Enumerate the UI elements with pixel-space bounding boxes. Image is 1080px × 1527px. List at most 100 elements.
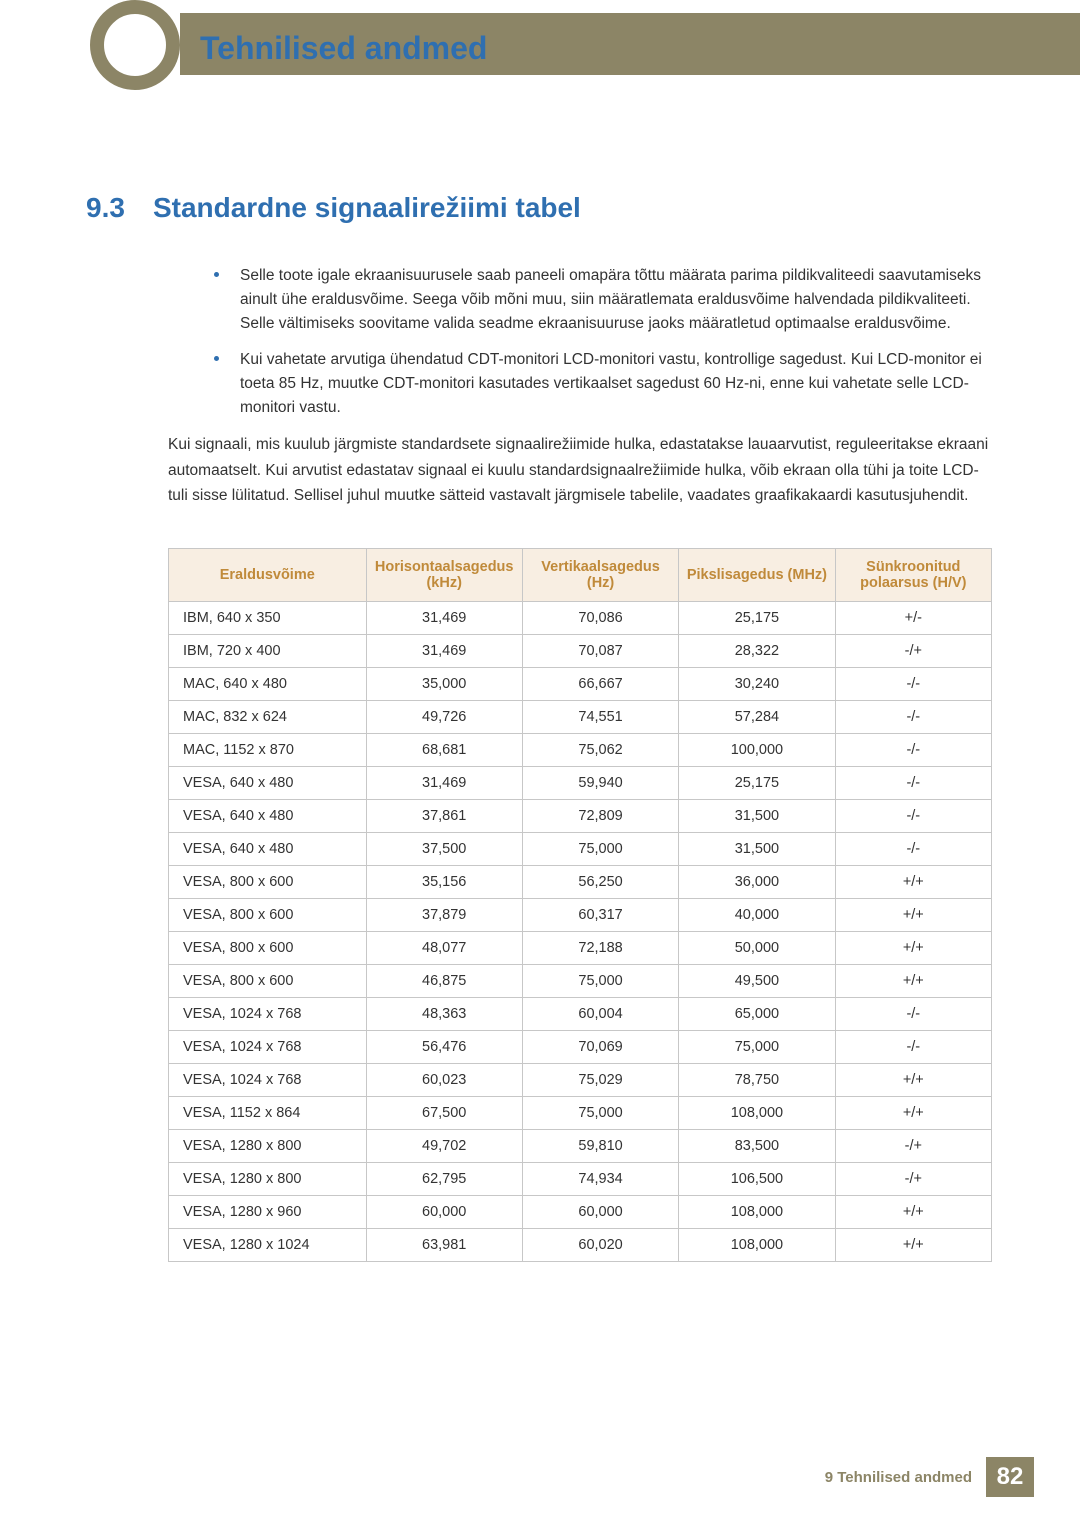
col-header: Pikslisagedus (MHz)	[679, 549, 835, 602]
table-cell: -/+	[835, 635, 991, 668]
table-cell: -/-	[835, 1031, 991, 1064]
table-cell: IBM, 640 x 350	[169, 602, 367, 635]
col-header: Sünkroonitud polaarsus (H/V)	[835, 549, 991, 602]
table-row: VESA, 1280 x 96060,00060,000108,000+/+	[169, 1196, 992, 1229]
intro-paragraph: Kui signaali, mis kuulub järgmiste stand…	[168, 432, 994, 509]
table-cell: 67,500	[366, 1097, 522, 1130]
table-cell: 75,062	[522, 734, 678, 767]
table-cell: MAC, 640 x 480	[169, 668, 367, 701]
table-cell: 70,087	[522, 635, 678, 668]
table-cell: 49,702	[366, 1130, 522, 1163]
table-cell: 75,000	[522, 1097, 678, 1130]
table-row: MAC, 832 x 62449,72674,55157,284-/-	[169, 701, 992, 734]
table-cell: 59,810	[522, 1130, 678, 1163]
table-row: VESA, 640 x 48037,50075,00031,500-/-	[169, 833, 992, 866]
bullet-item: Selle toote igale ekraanisuurusele saab …	[214, 264, 994, 336]
table-cell: -/-	[835, 800, 991, 833]
table-row: MAC, 1152 x 87068,68175,062100,000-/-	[169, 734, 992, 767]
table-row: VESA, 800 x 60035,15656,25036,000+/+	[169, 866, 992, 899]
col-header: Eraldusvõime	[169, 549, 367, 602]
table-cell: 37,879	[366, 899, 522, 932]
table-cell: +/+	[835, 1064, 991, 1097]
table-row: VESA, 1280 x 80062,79574,934106,500-/+	[169, 1163, 992, 1196]
table-cell: 108,000	[679, 1229, 835, 1262]
table-cell: 49,726	[366, 701, 522, 734]
table-row: VESA, 800 x 60037,87960,31740,000+/+	[169, 899, 992, 932]
table-cell: -/+	[835, 1163, 991, 1196]
table-cell: 60,023	[366, 1064, 522, 1097]
table-cell: 108,000	[679, 1097, 835, 1130]
table-cell: +/+	[835, 1229, 991, 1262]
table-cell: 108,000	[679, 1196, 835, 1229]
table-cell: 70,069	[522, 1031, 678, 1064]
table-cell: 31,500	[679, 800, 835, 833]
table-row: VESA, 1152 x 86467,50075,000108,000+/+	[169, 1097, 992, 1130]
table-cell: -/+	[835, 1130, 991, 1163]
table-cell: -/-	[835, 668, 991, 701]
table-cell: 60,000	[522, 1196, 678, 1229]
table-cell: 37,861	[366, 800, 522, 833]
table-cell: +/+	[835, 1097, 991, 1130]
table-cell: VESA, 640 x 480	[169, 800, 367, 833]
table-cell: 46,875	[366, 965, 522, 998]
table-cell: 50,000	[679, 932, 835, 965]
table-row: VESA, 1280 x 80049,70259,81083,500-/+	[169, 1130, 992, 1163]
table-row: VESA, 800 x 60046,87575,00049,500+/+	[169, 965, 992, 998]
table-cell: 60,004	[522, 998, 678, 1031]
table-cell: 60,000	[366, 1196, 522, 1229]
table-row: VESA, 1280 x 102463,98160,020108,000+/+	[169, 1229, 992, 1262]
table-cell: 60,317	[522, 899, 678, 932]
table-cell: VESA, 640 x 480	[169, 833, 367, 866]
table-cell: 37,500	[366, 833, 522, 866]
table-row: IBM, 640 x 35031,46970,08625,175+/-	[169, 602, 992, 635]
table-cell: 70,086	[522, 602, 678, 635]
section-title: Standardne signaalirežiimi tabel	[153, 192, 581, 223]
footer-page-number: 82	[986, 1457, 1034, 1497]
table-cell: 31,469	[366, 602, 522, 635]
table-cell: 72,809	[522, 800, 678, 833]
section-heading: 9.3Standardne signaalirežiimi tabel	[86, 192, 581, 224]
table-row: VESA, 1024 x 76856,47670,06975,000-/-	[169, 1031, 992, 1064]
table-cell: 75,000	[522, 833, 678, 866]
table-cell: 25,175	[679, 602, 835, 635]
table-cell: VESA, 1280 x 1024	[169, 1229, 367, 1262]
table-cell: 31,469	[366, 635, 522, 668]
table-row: VESA, 640 x 48031,46959,94025,175-/-	[169, 767, 992, 800]
table-cell: 74,551	[522, 701, 678, 734]
table-cell: VESA, 1152 x 864	[169, 1097, 367, 1130]
table-cell: 68,681	[366, 734, 522, 767]
table-cell: -/-	[835, 734, 991, 767]
table-cell: MAC, 1152 x 870	[169, 734, 367, 767]
table-cell: 74,934	[522, 1163, 678, 1196]
table-cell: 60,020	[522, 1229, 678, 1262]
table-cell: VESA, 800 x 600	[169, 899, 367, 932]
table-cell: VESA, 1024 x 768	[169, 1064, 367, 1097]
table-cell: 57,284	[679, 701, 835, 734]
table-cell: -/-	[835, 701, 991, 734]
table-row: VESA, 800 x 60048,07772,18850,000+/+	[169, 932, 992, 965]
table-cell: -/-	[835, 767, 991, 800]
table-cell: 72,188	[522, 932, 678, 965]
page-title: Tehnilised andmed	[200, 30, 487, 67]
table-cell: VESA, 800 x 600	[169, 965, 367, 998]
table-cell: 48,077	[366, 932, 522, 965]
table-cell: 31,469	[366, 767, 522, 800]
table-cell: 48,363	[366, 998, 522, 1031]
table-row: MAC, 640 x 48035,00066,66730,240-/-	[169, 668, 992, 701]
table-cell: +/+	[835, 899, 991, 932]
table-cell: -/-	[835, 833, 991, 866]
table-cell: +/-	[835, 602, 991, 635]
table-cell: VESA, 1280 x 800	[169, 1163, 367, 1196]
table-cell: 31,500	[679, 833, 835, 866]
table-cell: 35,000	[366, 668, 522, 701]
table-cell: 83,500	[679, 1130, 835, 1163]
table-cell: 59,940	[522, 767, 678, 800]
table-row: VESA, 640 x 48037,86172,80931,500-/-	[169, 800, 992, 833]
signal-mode-table: Eraldusvõime Horisontaalsagedus (kHz) Ve…	[168, 548, 992, 1262]
table-row: VESA, 1024 x 76848,36360,00465,000-/-	[169, 998, 992, 1031]
table-cell: 106,500	[679, 1163, 835, 1196]
table-body: IBM, 640 x 35031,46970,08625,175+/-IBM, …	[169, 602, 992, 1262]
table-cell: 25,175	[679, 767, 835, 800]
table-cell: 100,000	[679, 734, 835, 767]
table-cell: +/+	[835, 866, 991, 899]
